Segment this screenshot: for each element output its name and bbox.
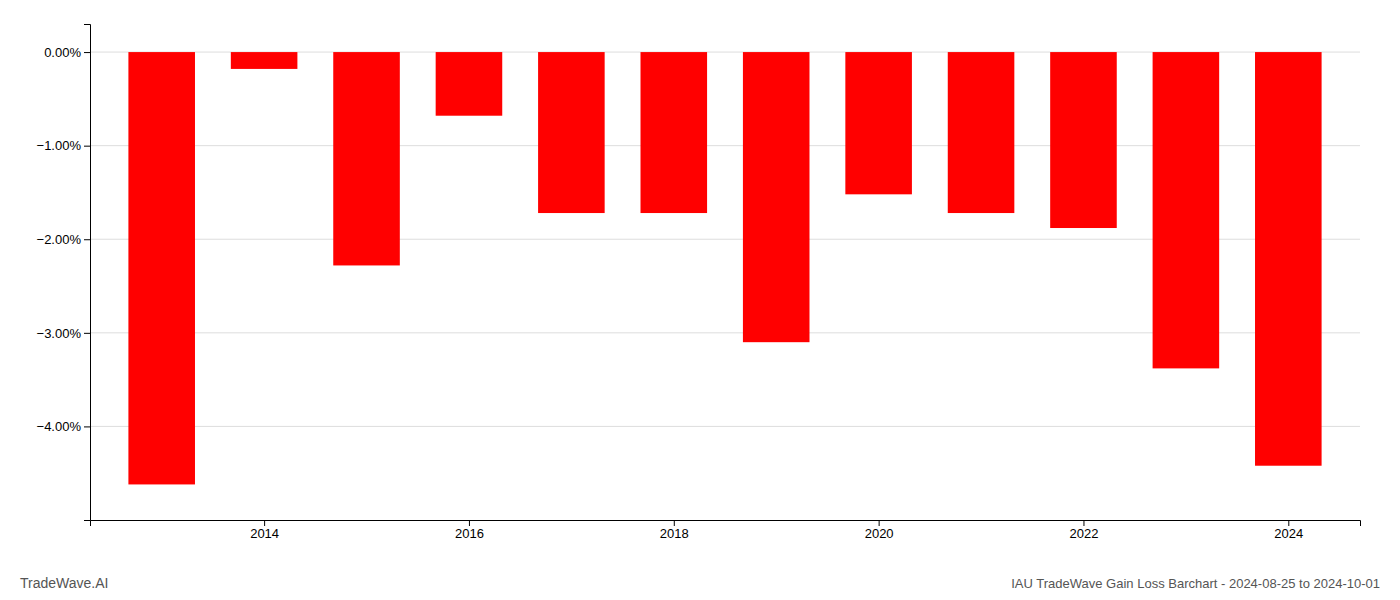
bar [128, 52, 195, 484]
x-tick-label: 2020 [865, 526, 894, 541]
bar [743, 52, 810, 342]
y-tick-mark [84, 333, 90, 334]
x-tick-mark [879, 520, 880, 526]
x-tick-mark [1288, 520, 1289, 526]
x-tick: 2018 [660, 520, 689, 541]
y-tick-label: −3.00% [37, 325, 82, 340]
bar [845, 52, 912, 194]
y-tick-mark [84, 426, 90, 427]
x-tick: 2016 [455, 520, 484, 541]
grid-line [90, 426, 1360, 427]
x-tick-label: 2024 [1274, 526, 1303, 541]
x-tick: 2014 [250, 520, 279, 541]
chart-svg: 0.00%−1.00%−2.00%−3.00%−4.00%20142016201… [0, 0, 1400, 600]
y-tick-label: −1.00% [37, 138, 82, 153]
x-axis: 2014 2016 2018 2020 2022 2024 [91, 520, 1361, 541]
bar [1255, 52, 1322, 466]
y-axis-line [84, 25, 91, 521]
y-tick: −2.00% [37, 232, 90, 247]
x-tick: 2022 [1070, 520, 1099, 541]
x-tick-label: 2016 [455, 526, 484, 541]
bar [231, 52, 298, 69]
bar [436, 52, 503, 116]
y-tick-label: −2.00% [37, 232, 82, 247]
bar [538, 52, 605, 213]
y-tick-label: 0.00% [44, 45, 81, 60]
x-tick-label: 2022 [1070, 526, 1099, 541]
watermark: TradeWave.AI [20, 575, 108, 591]
title: IAU TradeWave Gain Loss Barchart - 2024-… [1011, 576, 1380, 591]
bar [333, 52, 400, 265]
y-tick-mark [84, 52, 90, 53]
y-tick: −4.00% [37, 419, 90, 434]
y-tick-mark [84, 239, 90, 240]
x-tick: 2020 [865, 520, 894, 541]
y-tick: −1.00% [37, 138, 90, 153]
bar [1153, 52, 1220, 368]
plot-area: 0.00%−1.00%−2.00%−3.00%−4.00%20142016201… [37, 25, 1361, 542]
x-tick-mark [469, 520, 470, 526]
x-tick-label: 2018 [660, 526, 689, 541]
x-tick-mark [674, 520, 675, 526]
x-tick-label: 2014 [250, 526, 279, 541]
grid [90, 52, 1360, 426]
bars [128, 52, 1321, 484]
bar [948, 52, 1015, 213]
y-tick: 0.00% [44, 45, 90, 60]
y-tick-mark [84, 146, 90, 147]
y-tick-label: −4.00% [37, 419, 82, 434]
y-axis: 0.00% −1.00% −2.00% −3.00% −4.00% [37, 25, 91, 521]
x-tick-mark [264, 520, 265, 526]
x-tick: 2024 [1274, 520, 1303, 541]
x-axis-line [91, 521, 1361, 527]
x-tick-mark [1083, 520, 1084, 526]
bar [641, 52, 708, 213]
bar [1050, 52, 1117, 228]
y-tick: −3.00% [37, 325, 90, 340]
